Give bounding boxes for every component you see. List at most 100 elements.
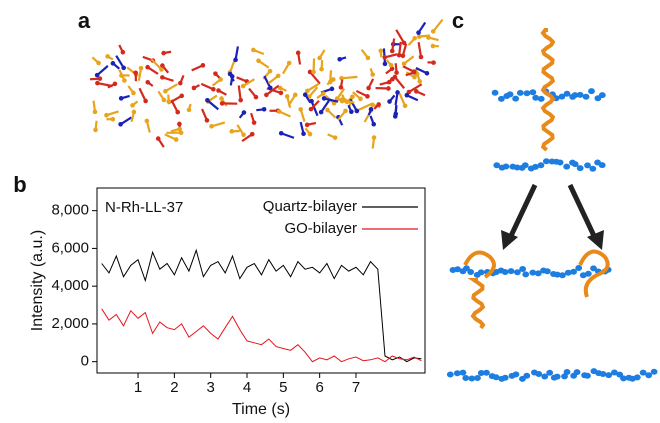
panel-label: c <box>452 8 464 33</box>
atom <box>307 69 313 75</box>
atom <box>431 60 436 65</box>
atom <box>417 79 423 84</box>
atom-bond <box>323 97 339 103</box>
atom-bond <box>97 82 113 88</box>
y-tick-label: 4,000 <box>51 277 89 294</box>
legend-label: GO-bilayer <box>284 220 357 237</box>
x-tick-label: 5 <box>279 379 287 396</box>
lipid <box>507 268 515 275</box>
lipid <box>502 163 510 170</box>
lipid <box>584 270 592 277</box>
atom <box>338 85 344 90</box>
atom <box>118 96 124 101</box>
atom <box>110 116 116 122</box>
lipid <box>639 369 647 376</box>
atom <box>298 107 304 112</box>
panel-label: a <box>78 8 91 33</box>
lipid <box>564 269 572 276</box>
atom <box>249 131 255 137</box>
lipid <box>477 269 485 276</box>
atom <box>133 70 138 76</box>
lipid <box>563 163 571 170</box>
arrow-head <box>501 230 518 250</box>
atom <box>177 121 182 127</box>
lipid <box>589 165 597 172</box>
atom <box>382 55 388 60</box>
atom <box>261 106 267 112</box>
lipid <box>599 370 607 377</box>
atom <box>200 63 206 68</box>
atom <box>284 94 290 99</box>
atom <box>179 93 185 99</box>
atom <box>307 131 313 137</box>
atom <box>205 97 210 103</box>
lipid <box>584 372 591 379</box>
atom <box>278 130 284 136</box>
lipid <box>584 162 591 169</box>
lipid <box>506 91 514 98</box>
intensity-chart: 0 2,000 4,000 6,000 8,000 1 2 3 4 5 6 7 Time (s) Inte… <box>29 187 426 418</box>
atom-bond <box>96 65 109 76</box>
atom <box>368 106 374 112</box>
lipid <box>467 269 475 276</box>
atom <box>412 74 417 80</box>
atom <box>318 109 324 115</box>
atom <box>304 122 310 128</box>
atom <box>404 92 410 98</box>
atom <box>159 67 164 72</box>
lipid <box>563 369 571 376</box>
atom <box>138 65 144 71</box>
panel-label: b <box>13 172 26 197</box>
lipid <box>590 265 597 272</box>
lipid <box>553 373 561 380</box>
atom <box>110 61 116 66</box>
lipid <box>537 162 545 169</box>
atom <box>121 65 126 71</box>
lipid <box>543 268 551 275</box>
lipid <box>576 165 584 172</box>
atom <box>339 76 344 81</box>
lipid <box>553 271 561 278</box>
lipid <box>542 158 550 165</box>
atom-bond <box>237 85 242 101</box>
atom-bond <box>309 71 321 85</box>
atom <box>332 135 338 140</box>
atom <box>308 106 314 112</box>
x-tick-label: 2 <box>170 379 178 396</box>
atom <box>350 94 355 100</box>
atom <box>256 58 261 64</box>
atom <box>331 77 336 82</box>
lipid <box>559 272 566 279</box>
atom <box>389 48 395 54</box>
atom <box>317 55 322 61</box>
atom <box>418 54 424 60</box>
atom <box>358 96 363 102</box>
atom-bond <box>138 87 147 102</box>
lipid <box>493 162 501 169</box>
atom <box>160 63 165 68</box>
arrow <box>507 183 538 240</box>
helix <box>578 249 610 298</box>
lipid <box>598 92 606 99</box>
lipid <box>650 368 658 375</box>
lipid <box>523 90 531 97</box>
helix <box>467 278 486 330</box>
atom <box>392 74 398 80</box>
atom <box>376 102 381 107</box>
lipid <box>513 164 521 171</box>
lipid <box>522 271 530 278</box>
atom <box>386 86 391 91</box>
lipid <box>605 372 613 379</box>
atom <box>216 88 221 93</box>
atom <box>161 50 166 56</box>
atom <box>349 109 354 115</box>
atom <box>105 54 110 59</box>
atom <box>251 47 256 53</box>
atom <box>426 35 431 40</box>
atom <box>366 85 371 91</box>
helix <box>540 28 556 152</box>
atom <box>191 85 197 91</box>
atom <box>145 79 151 85</box>
lipid <box>588 88 595 95</box>
